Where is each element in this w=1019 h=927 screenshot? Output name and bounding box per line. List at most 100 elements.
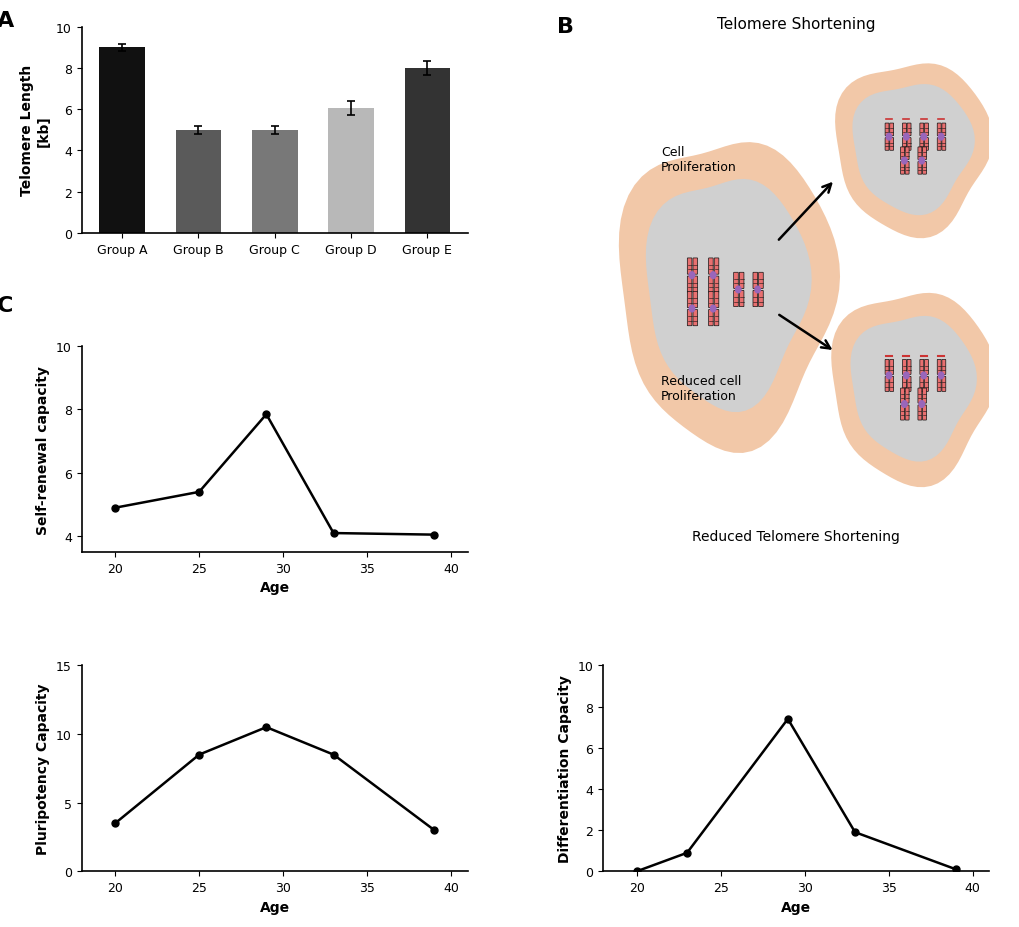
X-axis label: Age: Age [260,899,289,914]
FancyBboxPatch shape [941,124,945,136]
Text: B: B [556,18,573,37]
FancyBboxPatch shape [733,273,738,289]
FancyBboxPatch shape [687,277,691,293]
FancyBboxPatch shape [902,138,906,151]
FancyBboxPatch shape [713,292,718,309]
FancyBboxPatch shape [936,124,941,136]
FancyBboxPatch shape [941,360,945,375]
FancyBboxPatch shape [692,259,697,275]
Text: Reduced cell
Proliferation: Reduced cell Proliferation [660,375,741,403]
FancyBboxPatch shape [884,124,889,136]
Circle shape [710,273,715,279]
Bar [252,131,298,234]
Bar [405,69,450,234]
FancyBboxPatch shape [904,388,908,403]
Y-axis label: Pluripotency Capacity: Pluripotency Capacity [37,683,50,854]
FancyBboxPatch shape [919,138,923,151]
Y-axis label: Differentiation Capacity: Differentiation Capacity [557,675,572,862]
Circle shape [886,373,891,379]
FancyBboxPatch shape [919,360,923,375]
FancyBboxPatch shape [708,259,712,275]
FancyBboxPatch shape [713,277,718,293]
FancyBboxPatch shape [900,406,904,421]
FancyBboxPatch shape [889,360,893,375]
FancyBboxPatch shape [692,311,697,326]
FancyBboxPatch shape [923,360,927,375]
Text: Telomere Shortening: Telomere Shortening [716,18,874,32]
Bar [99,48,145,234]
FancyBboxPatch shape [902,377,906,392]
FancyBboxPatch shape [917,406,921,421]
Text: Cell
Proliferation: Cell Proliferation [660,146,736,174]
Circle shape [920,134,925,141]
FancyBboxPatch shape [936,360,941,375]
FancyBboxPatch shape [687,311,691,326]
Y-axis label: Self-renewal capacity: Self-renewal capacity [37,365,50,534]
Circle shape [689,273,694,279]
FancyBboxPatch shape [889,138,893,151]
FancyBboxPatch shape [692,277,697,293]
X-axis label: Age: Age [260,580,289,595]
FancyBboxPatch shape [902,360,906,375]
FancyBboxPatch shape [708,292,712,309]
FancyBboxPatch shape [752,273,757,289]
FancyBboxPatch shape [884,360,889,375]
FancyBboxPatch shape [884,377,889,392]
FancyBboxPatch shape [936,377,941,392]
Text: C: C [0,296,13,315]
FancyBboxPatch shape [917,162,921,175]
Circle shape [903,373,908,379]
Circle shape [901,158,906,165]
FancyBboxPatch shape [884,138,889,151]
FancyBboxPatch shape [941,377,945,392]
Circle shape [886,134,891,141]
FancyBboxPatch shape [739,291,743,308]
FancyBboxPatch shape [708,277,712,293]
Circle shape [754,286,759,294]
FancyBboxPatch shape [692,292,697,309]
FancyBboxPatch shape [687,259,691,275]
FancyBboxPatch shape [687,292,691,309]
FancyBboxPatch shape [921,406,925,421]
FancyBboxPatch shape [904,147,908,160]
FancyBboxPatch shape [904,162,908,175]
Circle shape [918,401,923,408]
FancyBboxPatch shape [733,291,738,308]
FancyBboxPatch shape [900,388,904,403]
Polygon shape [645,180,811,413]
FancyBboxPatch shape [889,377,893,392]
Polygon shape [852,85,974,216]
FancyBboxPatch shape [758,273,762,289]
FancyBboxPatch shape [906,138,910,151]
FancyBboxPatch shape [904,406,908,421]
Polygon shape [830,294,997,488]
Polygon shape [619,143,840,453]
Polygon shape [835,64,993,239]
Circle shape [735,286,740,294]
Circle shape [689,306,694,312]
FancyBboxPatch shape [889,124,893,136]
FancyBboxPatch shape [906,360,910,375]
Bar [175,131,221,234]
FancyBboxPatch shape [917,388,921,403]
FancyBboxPatch shape [713,259,718,275]
FancyBboxPatch shape [941,138,945,151]
X-axis label: Age: Age [781,899,810,914]
FancyBboxPatch shape [923,377,927,392]
FancyBboxPatch shape [752,291,757,308]
FancyBboxPatch shape [923,138,927,151]
Circle shape [937,134,943,141]
Circle shape [901,401,906,408]
Circle shape [937,373,943,379]
Y-axis label: Telomere Length
[kb]: Telomere Length [kb] [20,65,50,197]
FancyBboxPatch shape [921,162,925,175]
FancyBboxPatch shape [936,138,941,151]
FancyBboxPatch shape [906,124,910,136]
Circle shape [710,306,715,312]
Bar [328,109,374,234]
FancyBboxPatch shape [923,124,927,136]
Circle shape [903,134,908,141]
FancyBboxPatch shape [906,377,910,392]
FancyBboxPatch shape [919,377,923,392]
FancyBboxPatch shape [713,311,718,326]
